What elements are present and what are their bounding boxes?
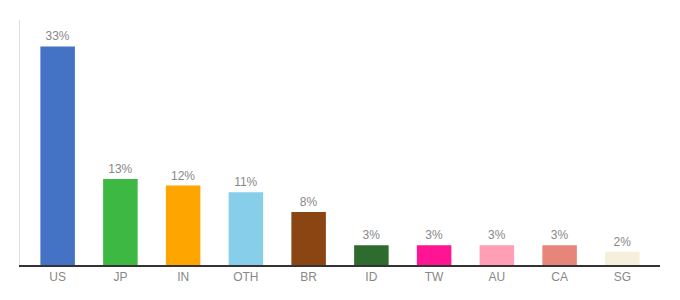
svg-text:TW: TW bbox=[425, 270, 444, 284]
svg-text:2%: 2% bbox=[614, 235, 632, 249]
svg-text:3%: 3% bbox=[488, 228, 506, 242]
svg-text:13%: 13% bbox=[108, 162, 132, 176]
svg-text:33%: 33% bbox=[45, 29, 69, 43]
svg-text:SG: SG bbox=[614, 270, 631, 284]
svg-text:US: US bbox=[49, 270, 66, 284]
svg-text:12%: 12% bbox=[171, 169, 195, 183]
svg-text:IN: IN bbox=[177, 270, 189, 284]
svg-text:11%: 11% bbox=[234, 175, 257, 189]
svg-text:8%: 8% bbox=[300, 195, 318, 209]
svg-text:JP: JP bbox=[113, 270, 127, 284]
svg-text:AU: AU bbox=[489, 270, 506, 284]
svg-text:BR: BR bbox=[300, 270, 317, 284]
svg-text:3%: 3% bbox=[551, 228, 569, 242]
svg-text:3%: 3% bbox=[363, 228, 381, 242]
svg-text:OTH: OTH bbox=[233, 270, 258, 284]
svg-text:3%: 3% bbox=[425, 228, 443, 242]
svg-text:ID: ID bbox=[365, 270, 377, 284]
svg-text:CA: CA bbox=[551, 270, 568, 284]
